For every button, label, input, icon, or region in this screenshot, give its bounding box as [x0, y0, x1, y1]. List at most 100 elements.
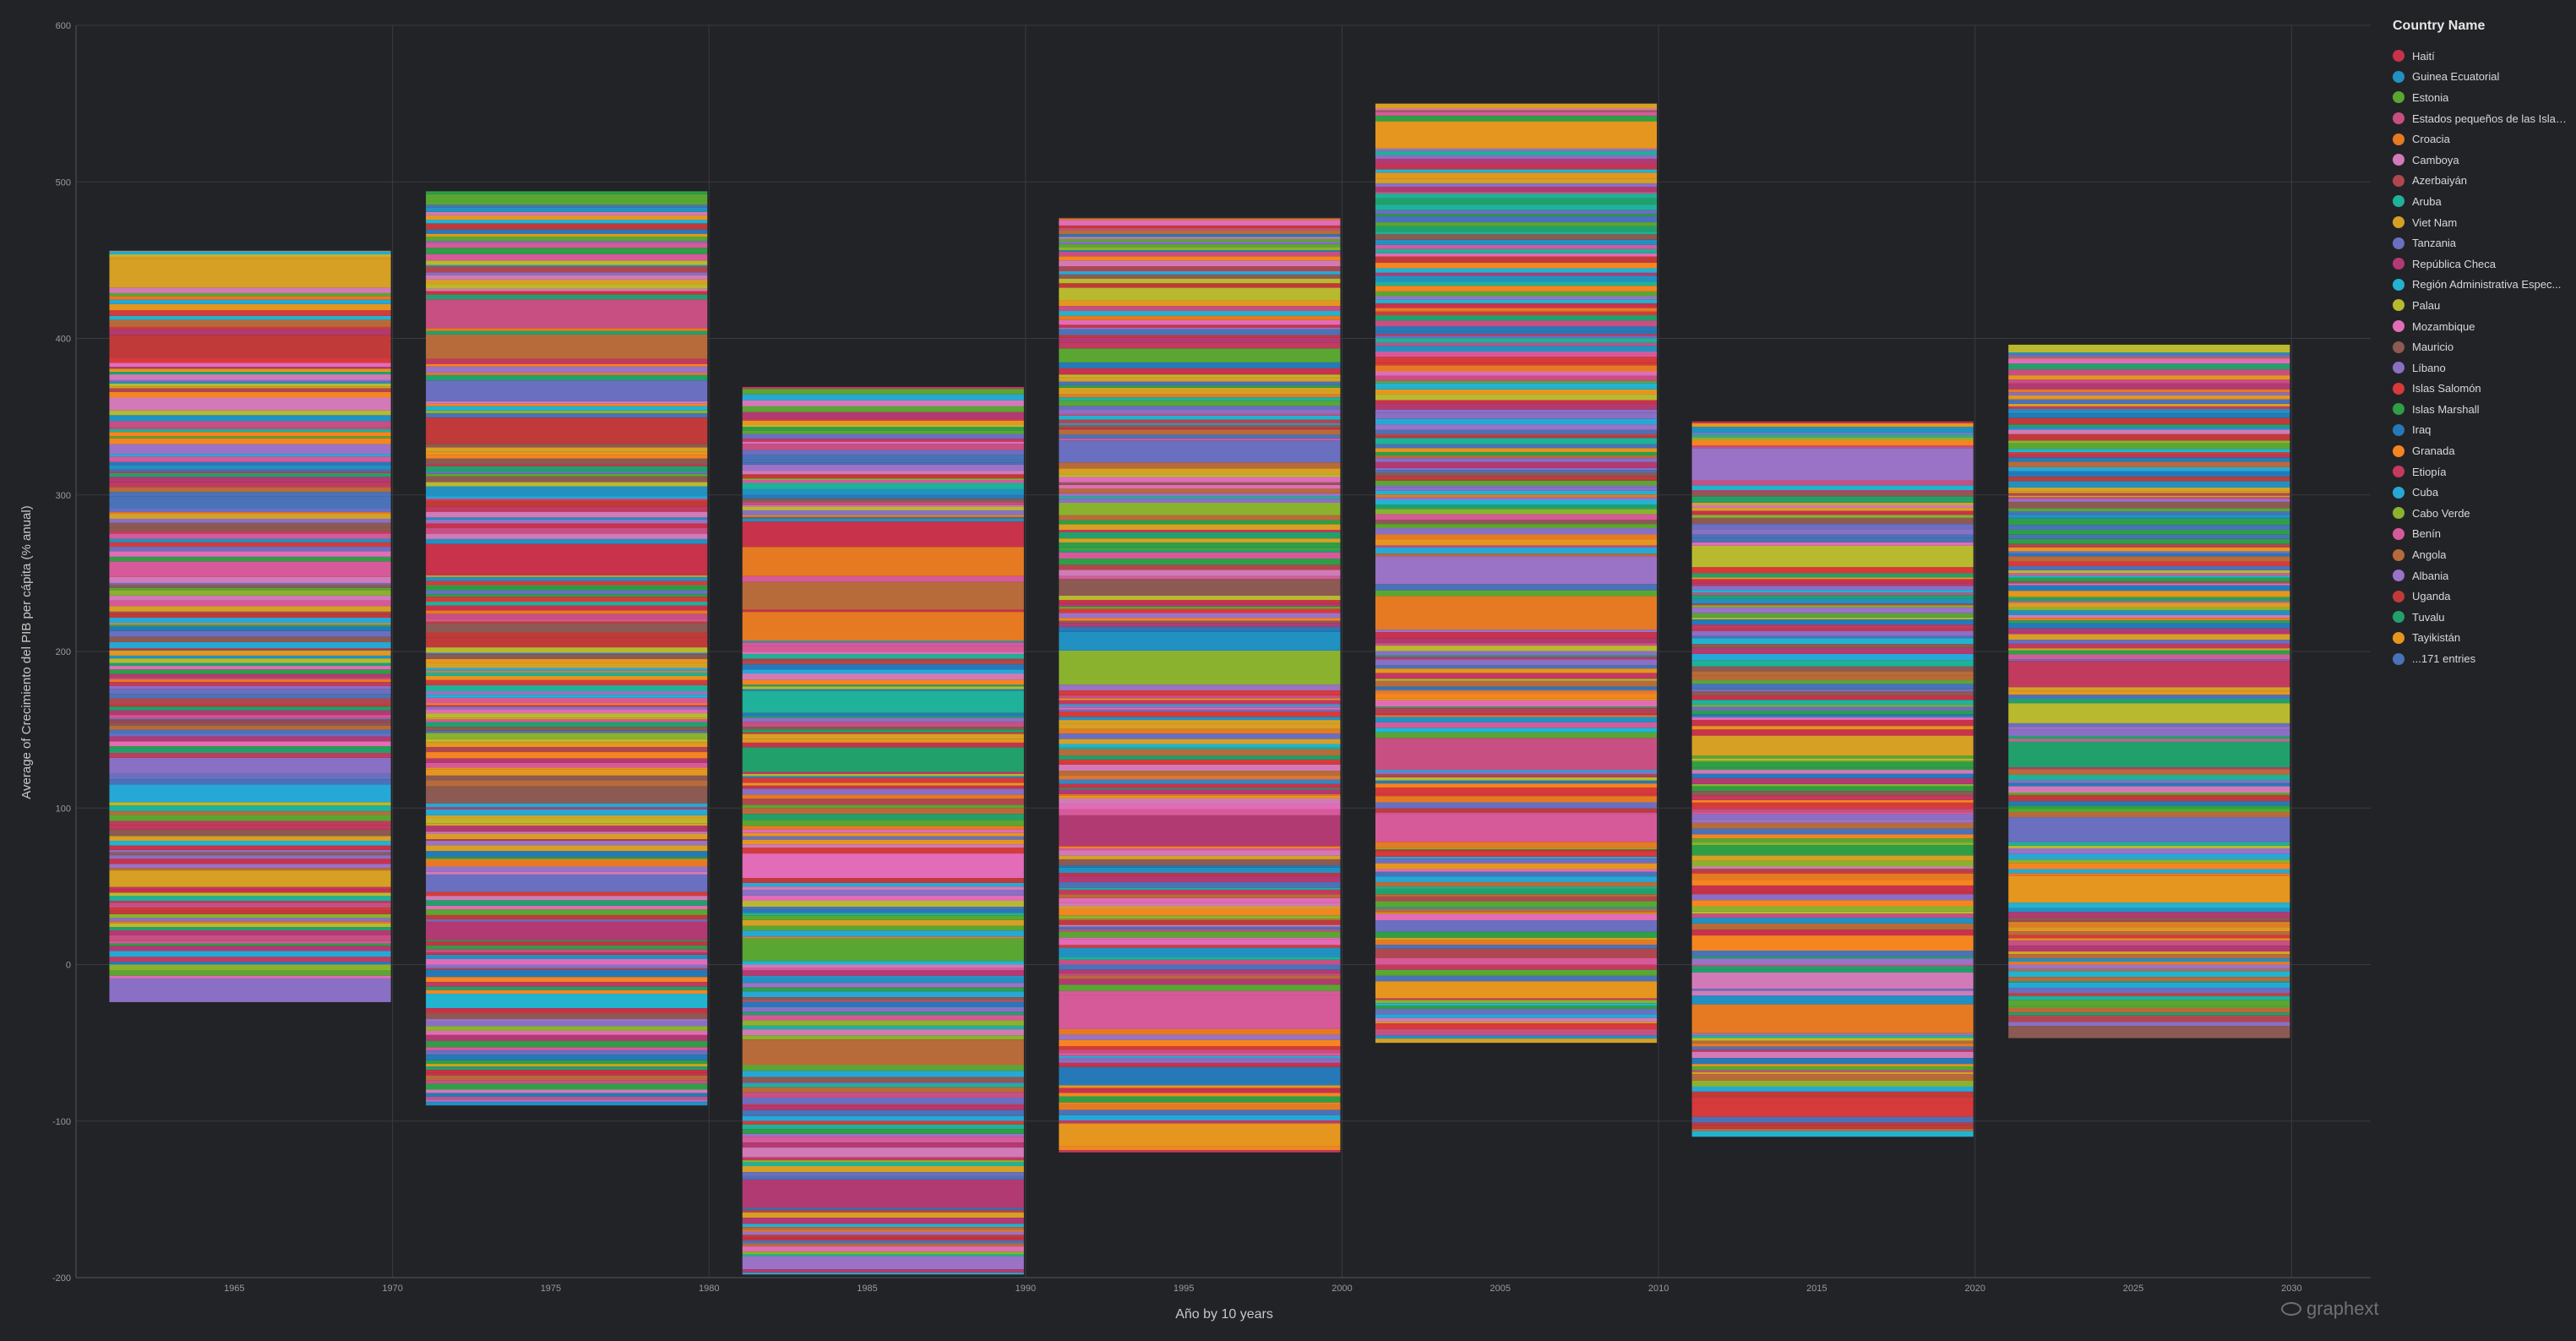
bar-segment[interactable] [742, 400, 1024, 406]
bar-segment[interactable] [426, 1013, 708, 1020]
bar-segment[interactable] [2008, 497, 2290, 499]
bar-segment[interactable] [1059, 995, 1341, 1029]
bar-segment[interactable] [426, 1022, 708, 1027]
bar-segment[interactable] [1059, 520, 1341, 525]
bar-segment[interactable] [109, 323, 391, 327]
bar-segment[interactable] [1375, 191, 1658, 194]
bar-segment[interactable] [742, 1071, 1024, 1077]
bar-segment[interactable] [1375, 169, 1658, 173]
bar-segment[interactable] [1691, 1001, 1974, 1005]
bar-segment[interactable] [1375, 848, 1658, 850]
bar-segment[interactable] [2008, 487, 2290, 492]
bar-segment[interactable] [426, 1026, 708, 1031]
bar-segment[interactable] [742, 1011, 1024, 1016]
bar-segment[interactable] [2008, 607, 2290, 611]
bar-segment[interactable] [2008, 951, 2290, 955]
bar-segment[interactable] [2008, 481, 2290, 488]
bar-segment[interactable] [742, 1238, 1024, 1241]
bar-segment[interactable] [2008, 873, 2290, 876]
bar-segment[interactable] [1691, 647, 1974, 654]
bar-segment[interactable] [1059, 387, 1341, 395]
bar-segment[interactable] [742, 848, 1024, 854]
bar-segment[interactable] [109, 381, 391, 384]
bar-segment[interactable] [109, 975, 391, 978]
bar-segment[interactable] [742, 482, 1024, 489]
bar-segment[interactable] [1059, 897, 1341, 903]
bar-segment[interactable] [1691, 695, 1974, 700]
bar-segment[interactable] [742, 771, 1024, 774]
bar-segment[interactable] [1375, 1022, 1658, 1024]
bar-segment[interactable] [1375, 783, 1658, 788]
bar-segment[interactable] [1375, 651, 1658, 656]
bar-segment[interactable] [109, 746, 391, 749]
bar-segment[interactable] [1691, 1097, 1974, 1104]
bar-segment[interactable] [1691, 603, 1974, 606]
bar-segment[interactable] [109, 779, 391, 785]
bar-segment[interactable] [2008, 988, 2290, 994]
bar-segment[interactable] [109, 613, 391, 618]
bar-segment[interactable] [109, 636, 391, 643]
bar-segment[interactable] [1059, 217, 1341, 219]
bar-segment[interactable] [1375, 863, 1658, 869]
bar-segment[interactable] [2008, 958, 2290, 962]
legend-item[interactable]: Islas Salomón [2393, 379, 2570, 400]
bar-segment[interactable] [2008, 648, 2290, 651]
bar-segment[interactable] [1691, 1038, 1974, 1041]
bar-segment[interactable] [1375, 433, 1658, 437]
legend-item[interactable]: Cabo Verde [2393, 503, 2570, 524]
bar-segment[interactable] [742, 690, 1024, 713]
bar-segment[interactable] [426, 831, 708, 834]
bar-segment[interactable] [2008, 597, 2290, 599]
bar-segment[interactable] [742, 1129, 1024, 1134]
bar-segment[interactable] [742, 829, 1024, 833]
bar-segment[interactable] [742, 794, 1024, 799]
bar-segment[interactable] [1375, 777, 1658, 781]
bar-segment[interactable] [109, 921, 391, 924]
bar-segment[interactable] [109, 698, 391, 705]
bar-segment[interactable] [109, 386, 391, 389]
bar-segment[interactable] [109, 666, 391, 670]
bar-segment[interactable] [742, 1235, 1024, 1239]
bar-segment[interactable] [426, 989, 708, 995]
bar-segment[interactable] [1691, 929, 1974, 936]
bar-segment[interactable] [109, 326, 391, 330]
bar-segment[interactable] [2008, 449, 2290, 453]
bar-segment[interactable] [2008, 722, 2290, 728]
bar-segment[interactable] [109, 542, 391, 548]
bar-segment[interactable] [1691, 480, 1974, 486]
bar-segment[interactable] [426, 719, 708, 722]
bar-segment[interactable] [2008, 466, 2290, 472]
legend-item[interactable]: Azerbaiyán [2393, 171, 2570, 192]
bar-segment[interactable] [1375, 476, 1658, 481]
bar-segment[interactable] [2008, 363, 2290, 370]
bar-segment[interactable] [2008, 585, 2290, 591]
bar-segment[interactable] [426, 241, 708, 243]
bar-segment[interactable] [426, 451, 708, 455]
bar-segment[interactable] [2008, 530, 2290, 535]
bar-segment[interactable] [1691, 866, 1974, 869]
bar-segment[interactable] [1375, 234, 1658, 240]
bar-segment[interactable] [109, 259, 391, 288]
bar-segment[interactable] [426, 1072, 708, 1076]
bar-segment[interactable] [1059, 220, 1341, 226]
bar-segment[interactable] [109, 254, 391, 257]
bar-segment[interactable] [1375, 438, 1658, 444]
bar-segment[interactable] [1059, 243, 1341, 248]
bar-segment[interactable] [1691, 714, 1974, 716]
bar-segment[interactable] [109, 487, 391, 493]
bar-segment[interactable] [1059, 1028, 1341, 1035]
bar-segment[interactable] [1375, 286, 1658, 292]
bar-segment[interactable] [109, 682, 391, 686]
bar-segment[interactable] [1375, 1023, 1658, 1029]
bar-segment[interactable] [742, 450, 1024, 455]
bar-segment[interactable] [1691, 619, 1974, 625]
bar-segment[interactable] [1691, 510, 1974, 515]
bar-segment[interactable] [1375, 814, 1658, 842]
bar-segment[interactable] [742, 386, 1024, 390]
bar-segment[interactable] [1691, 989, 1974, 991]
bar-segment[interactable] [109, 729, 391, 734]
bar-segment[interactable] [742, 575, 1024, 582]
bar-segment[interactable] [109, 864, 391, 869]
bar-segment[interactable] [109, 477, 391, 482]
bar-segment[interactable] [1375, 198, 1658, 204]
